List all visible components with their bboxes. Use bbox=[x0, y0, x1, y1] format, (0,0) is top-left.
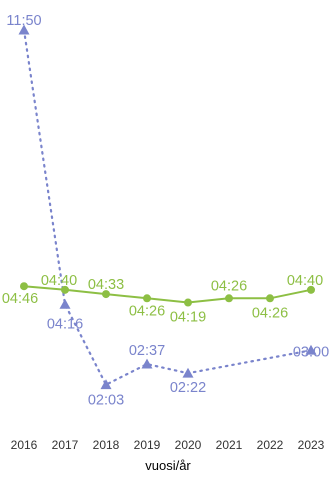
series-2-point bbox=[102, 290, 110, 299]
series-1-point bbox=[182, 367, 194, 378]
series-2-data-label: 04:33 bbox=[88, 277, 124, 293]
series-2-data-label: 04:40 bbox=[287, 273, 323, 289]
x-tick-label: 2022 bbox=[257, 438, 284, 452]
series-2-point bbox=[143, 294, 151, 303]
series-1-point bbox=[100, 379, 112, 390]
series-2-point bbox=[225, 294, 233, 303]
series-1-point bbox=[305, 344, 317, 355]
x-tick-label: 2021 bbox=[216, 438, 243, 452]
series-1-data-label: 02:22 bbox=[170, 380, 206, 396]
series-2-data-label: 04:26 bbox=[252, 305, 288, 321]
series-2-point bbox=[307, 285, 315, 294]
series-2-data-label: 04:26 bbox=[129, 303, 165, 319]
series-2-data-label: 04:40 bbox=[41, 273, 77, 289]
x-tick-label: 2018 bbox=[93, 438, 120, 452]
series-1-line bbox=[22, 28, 313, 387]
x-tick-label: 2016 bbox=[11, 438, 38, 452]
x-tick-label: 2023 bbox=[298, 438, 325, 452]
series-1-data-label: 11:50 bbox=[6, 13, 41, 29]
x-axis-ticks: 2016 2017 2018 2019 2020 2021 2022 2023 bbox=[11, 438, 325, 452]
series-1-data-label: 02:03 bbox=[88, 393, 124, 409]
series-2-point bbox=[266, 294, 274, 303]
series-1-data-label: 04:16 bbox=[47, 316, 83, 332]
series-2-data-label: 04:19 bbox=[170, 310, 206, 326]
series-2-data-label: 04:26 bbox=[211, 278, 247, 294]
series-1-data-label: 02:37 bbox=[129, 343, 165, 359]
series-2-point bbox=[184, 298, 192, 307]
series-1-point bbox=[18, 24, 30, 35]
series-2-point bbox=[61, 285, 69, 294]
x-tick-label: 2020 bbox=[175, 438, 202, 452]
series-2-data-label: 04:46 bbox=[2, 291, 38, 307]
series-1-data-label: 03:00 bbox=[293, 344, 329, 360]
series-lines bbox=[22, 28, 313, 387]
series-1-point bbox=[59, 298, 71, 309]
series-2-line bbox=[23, 285, 312, 304]
x-tick-label: 2019 bbox=[134, 438, 161, 452]
series-2-point bbox=[20, 282, 28, 291]
x-axis-title: vuosi/år bbox=[145, 458, 191, 473]
series-markers bbox=[18, 24, 317, 390]
data-labels: 11:5004:1602:0302:3702:2203:0004:4604:40… bbox=[2, 13, 329, 409]
series-1-point bbox=[141, 358, 153, 369]
x-tick-label: 2017 bbox=[52, 438, 79, 452]
